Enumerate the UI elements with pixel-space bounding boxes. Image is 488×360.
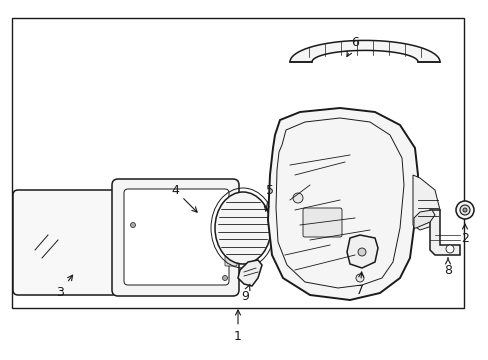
Text: 4: 4 [171, 184, 197, 212]
Polygon shape [412, 175, 439, 230]
Bar [12, 18, 463, 308]
Text: 1: 1 [234, 310, 242, 342]
Circle shape [222, 275, 227, 280]
Circle shape [357, 248, 365, 256]
Ellipse shape [215, 192, 270, 264]
FancyBboxPatch shape [13, 190, 117, 295]
FancyBboxPatch shape [124, 189, 228, 285]
Circle shape [355, 274, 363, 282]
Polygon shape [289, 40, 439, 62]
Text: 5: 5 [264, 184, 273, 211]
Text: 9: 9 [241, 284, 249, 302]
Text: 7: 7 [355, 272, 363, 297]
FancyBboxPatch shape [112, 179, 239, 296]
Text: 8: 8 [443, 258, 451, 276]
Polygon shape [238, 260, 262, 286]
Polygon shape [429, 210, 459, 255]
FancyBboxPatch shape [224, 236, 237, 246]
FancyBboxPatch shape [224, 246, 237, 256]
Circle shape [130, 222, 135, 228]
Polygon shape [267, 108, 417, 300]
Circle shape [455, 201, 473, 219]
Text: 6: 6 [346, 36, 358, 57]
Circle shape [462, 208, 466, 212]
FancyBboxPatch shape [224, 256, 237, 266]
Circle shape [445, 245, 453, 253]
Polygon shape [413, 210, 434, 228]
Polygon shape [346, 235, 377, 268]
FancyBboxPatch shape [303, 208, 341, 237]
Text: 3: 3 [56, 275, 72, 298]
Text: 2: 2 [460, 224, 468, 244]
Circle shape [459, 205, 469, 215]
Circle shape [292, 193, 303, 203]
